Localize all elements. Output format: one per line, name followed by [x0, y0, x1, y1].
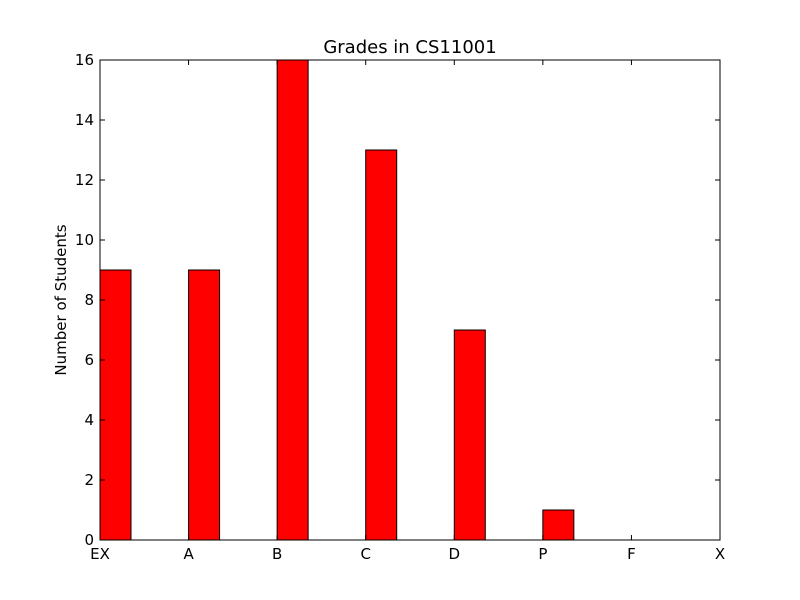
x-tick-label-c: C	[360, 545, 370, 563]
bar-a	[188, 269, 221, 541]
y-tick-label-8: 8	[84, 291, 94, 309]
bar-b	[276, 59, 309, 541]
y-tick-label-4: 4	[84, 411, 94, 429]
x-tick-label-d: D	[449, 545, 461, 563]
x-tick-label-x: X	[715, 545, 725, 563]
y-tick-label-10: 10	[75, 231, 94, 249]
x-tick-label-ex: EX	[90, 545, 110, 563]
bars-group	[99, 59, 575, 541]
bar-d	[453, 329, 486, 541]
x-tick-label-p: P	[538, 545, 547, 563]
x-tick-label-a: A	[183, 545, 194, 563]
bar-c	[365, 149, 398, 541]
x-tick-label-f: F	[627, 545, 636, 563]
chart-title: Grades in CS11001	[323, 37, 496, 58]
bar-p	[542, 509, 575, 541]
y-tick-label-12: 12	[75, 171, 94, 189]
y-tick-label-2: 2	[84, 471, 94, 489]
y-tick-label-14: 14	[75, 111, 94, 129]
x-tick-label-b: B	[272, 545, 282, 563]
plot-frame	[99, 59, 721, 541]
ticks-group: EX A B C D P F X 0 2 4 6 8 10 12 14 16	[75, 51, 725, 563]
y-tick-label-0: 0	[84, 531, 94, 549]
bar-ex	[99, 269, 132, 541]
y-tick-label-16: 16	[75, 51, 94, 69]
y-axis-label: Number of Students	[52, 224, 70, 375]
y-tick-label-6: 6	[84, 351, 94, 369]
